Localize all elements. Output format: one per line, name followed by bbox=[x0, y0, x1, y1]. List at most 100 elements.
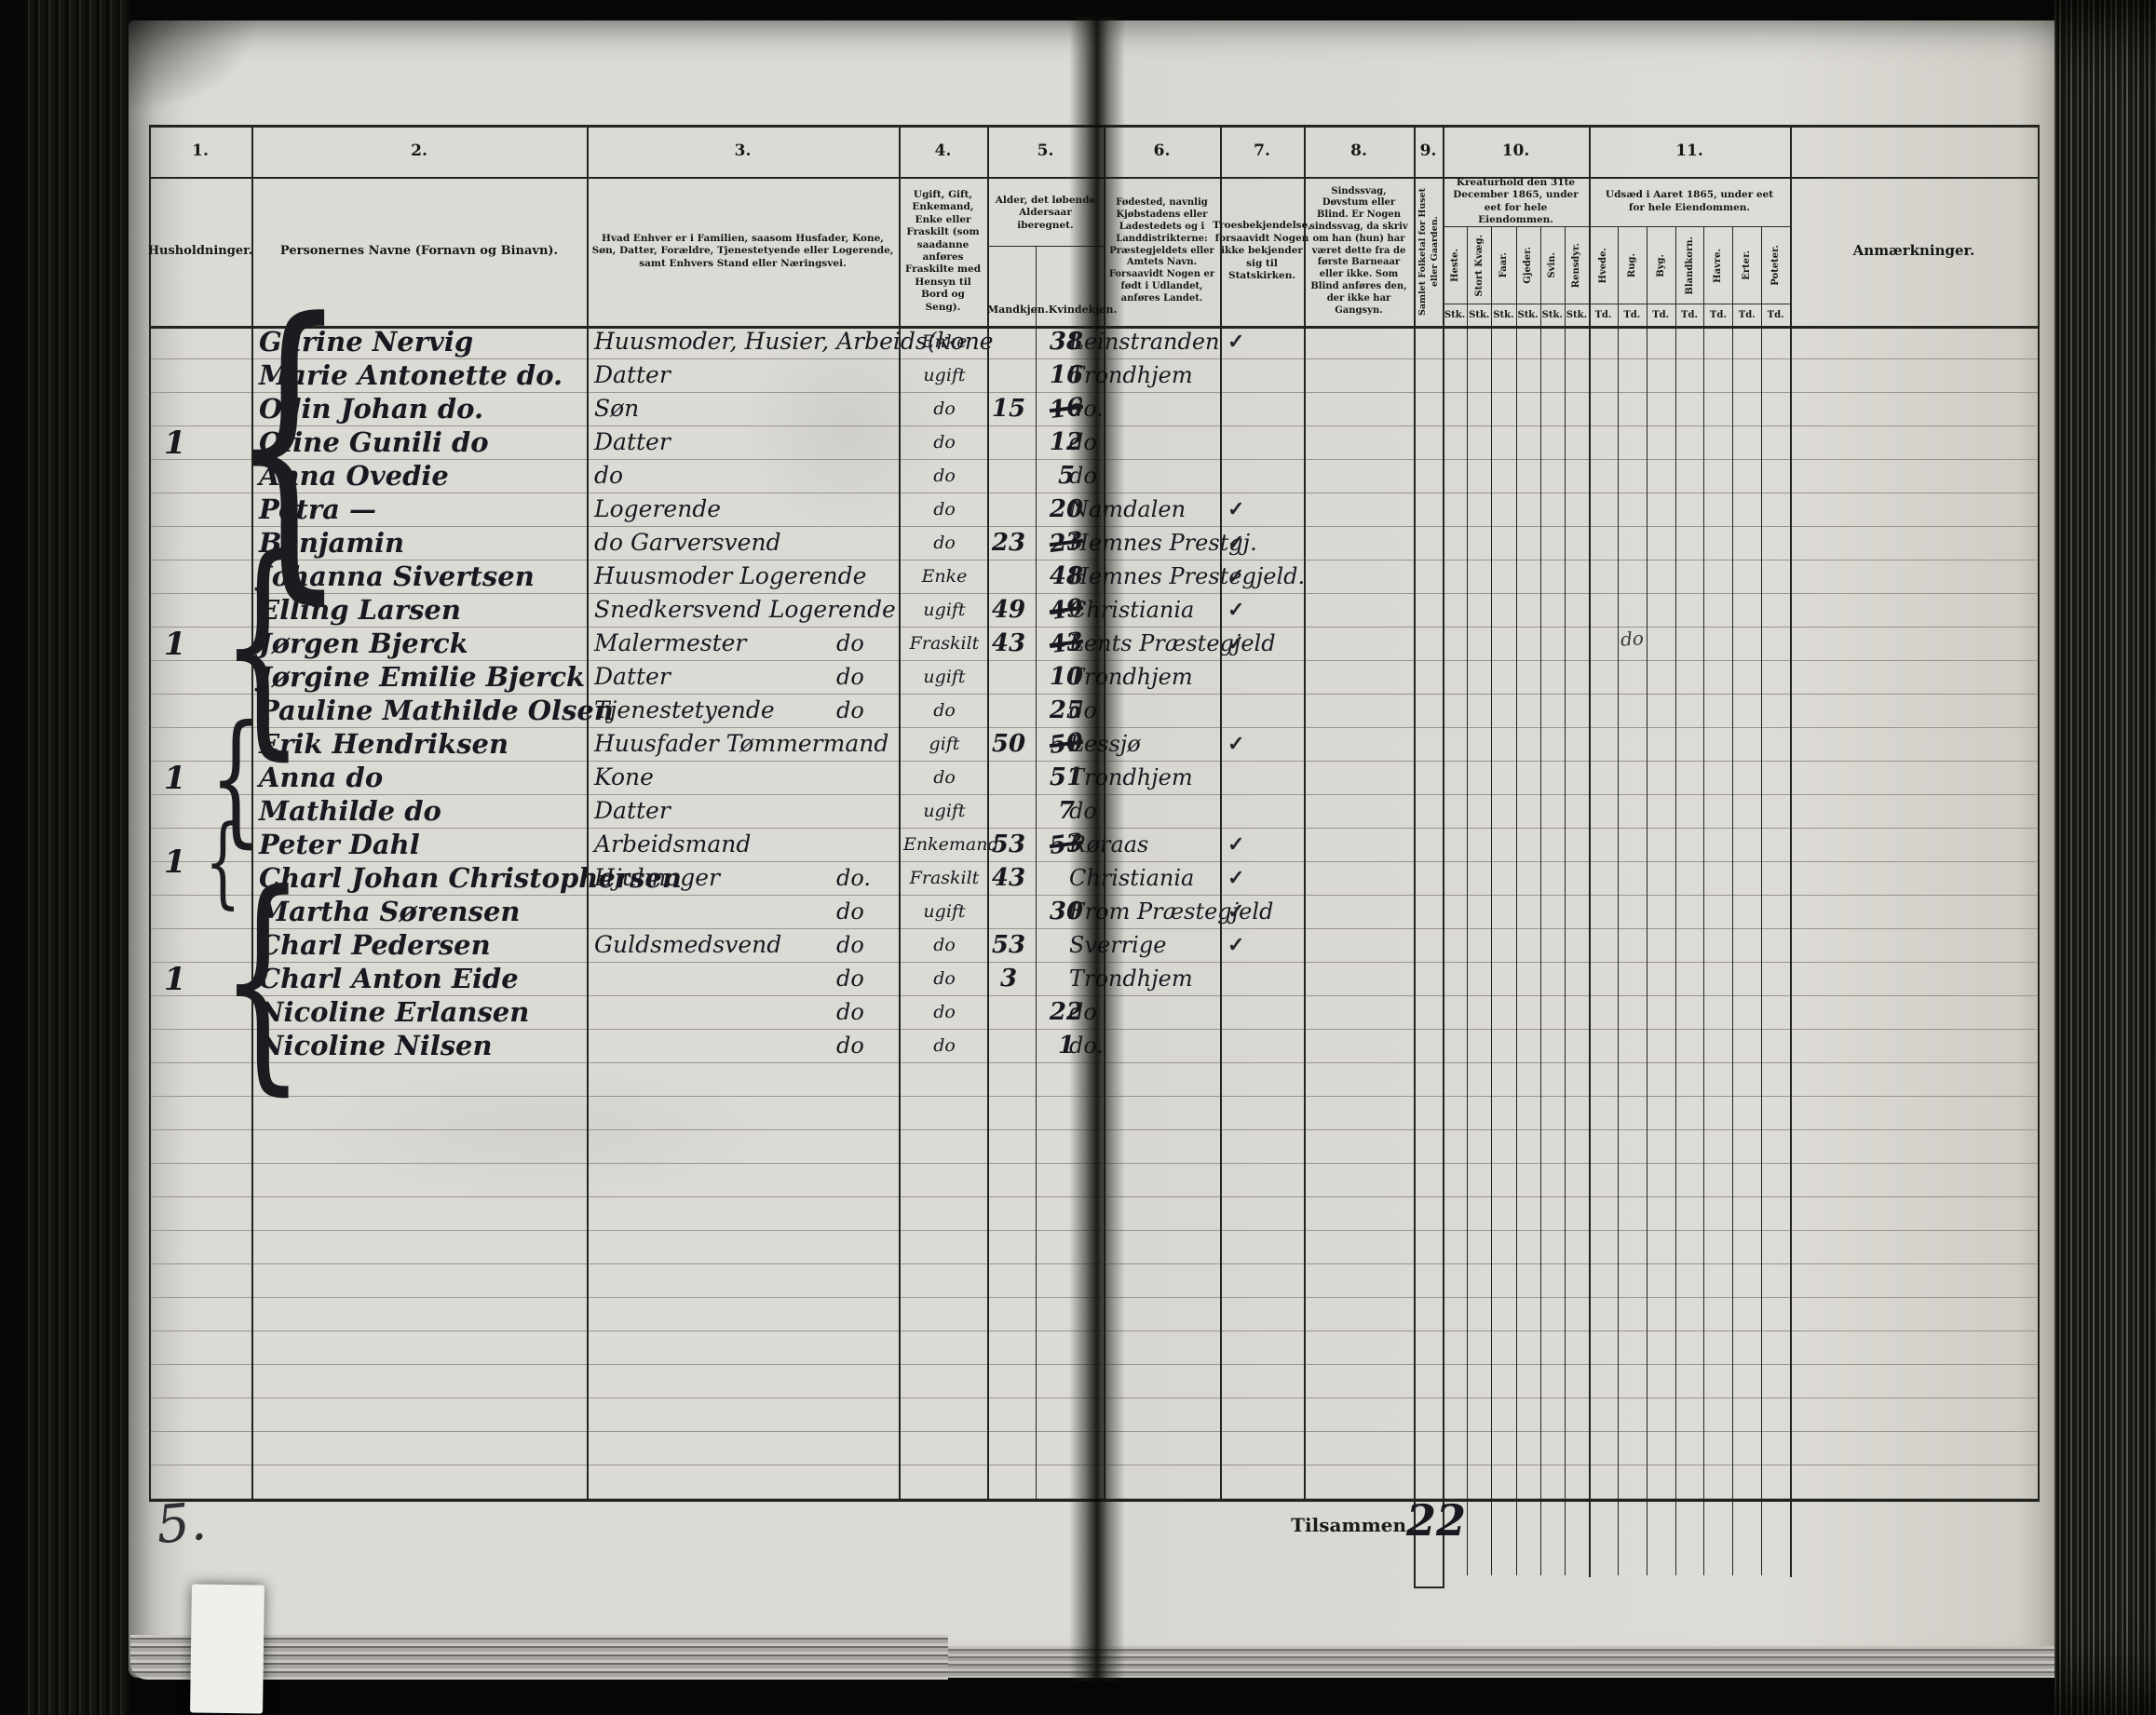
sub-label: Hvede. bbox=[1597, 247, 1608, 284]
person-role: Kone bbox=[594, 763, 654, 790]
person-role: Datter bbox=[594, 428, 671, 455]
birthplace: Leinstranden bbox=[1069, 329, 1220, 355]
household-group: 1 bbox=[162, 728, 248, 829]
unit-label: Td. bbox=[1761, 304, 1791, 326]
grid-line bbox=[1618, 227, 1619, 1575]
birthplace: do bbox=[1069, 429, 1097, 455]
grid-line bbox=[1540, 227, 1541, 1575]
table-row: Oline Gunili do Datter do 12 do bbox=[149, 426, 2040, 460]
col-header-crops: Udsæd i Aaret 1865, under eet for hele E… bbox=[1589, 177, 1791, 326]
age-male: 49 bbox=[991, 596, 1026, 624]
person-role: Tjenestetyende bbox=[594, 696, 775, 723]
sub-label: Svin. bbox=[1547, 252, 1558, 278]
person-role: Snedkersvend Logerende bbox=[594, 596, 896, 623]
person-role-ditto: do bbox=[836, 697, 864, 723]
grid-line bbox=[587, 125, 589, 1502]
checkmark: ✓ bbox=[1227, 899, 1245, 924]
col-number-remarks bbox=[1790, 125, 2038, 177]
unit-label: Td. bbox=[1703, 303, 1733, 326]
person-role-ditto: do bbox=[836, 966, 864, 992]
sub-label: Stort Kvæg. bbox=[1473, 234, 1485, 297]
table-row: Benjamin do Garversvend do 23 23 Hemnes … bbox=[149, 527, 2040, 560]
unit-label: Stk. bbox=[1467, 303, 1492, 326]
livestock-sub-sheep: Faar. Stk. bbox=[1491, 227, 1516, 326]
person-role-ditto: do bbox=[836, 630, 864, 656]
civil-status: do bbox=[933, 767, 956, 788]
household-group: 1 bbox=[162, 896, 248, 1063]
person-role-ditto: do bbox=[836, 898, 864, 925]
grid-line bbox=[1467, 227, 1468, 1575]
sub-label: Erter. bbox=[1742, 250, 1753, 280]
livestock-sub-reindeer: Rensdyr. Stk. bbox=[1564, 227, 1590, 326]
table-row: Gurine Nervig Huusmoder, Husier, Arbeids… bbox=[149, 326, 2040, 359]
total-value: 22 bbox=[1406, 1495, 1467, 1546]
col-header-age: Alder, det løbende Aldersaar iberegnet. … bbox=[987, 177, 1117, 326]
sub-label: Rug. bbox=[1626, 252, 1637, 278]
col-header-names: Personernes Navne (Fornavn og Binavn). bbox=[279, 243, 559, 258]
birthplace: Røraas bbox=[1069, 831, 1149, 858]
table-row: Jørgine Emilie Bjerck Datter do ugift 10… bbox=[149, 661, 2040, 695]
age-male: 50 bbox=[991, 730, 1026, 758]
grid-line bbox=[1732, 227, 1733, 1575]
col-number-9: 9. bbox=[1419, 142, 1437, 160]
age-sub-male: Mandkjøn. bbox=[987, 303, 1049, 316]
census-form-table: 1. 2. 3. 4. 5. 6. 7. 8. 9. 10. 11. Husho… bbox=[148, 125, 2040, 1614]
household-group: 1 bbox=[162, 560, 248, 728]
col-number-6: 6. bbox=[1153, 142, 1171, 160]
col-number-11: 11. bbox=[1675, 142, 1703, 160]
col-header-religion: Troesbekjendelse, forsaavidt Nogen ikke … bbox=[1213, 220, 1311, 282]
page-stack-edge bbox=[948, 1646, 2054, 1678]
civil-status: ugift bbox=[923, 901, 966, 922]
checkmark: ✓ bbox=[1227, 933, 1245, 957]
checkmark: ✓ bbox=[1227, 330, 1245, 354]
table-row: Mathilde do Datter ugift 7 do bbox=[149, 795, 2040, 829]
civil-status: Fraskilt bbox=[909, 633, 980, 654]
grid-line bbox=[1675, 227, 1676, 1575]
grid-line bbox=[987, 246, 1104, 247]
total-count-label: Samlet Folketal for Huset eller Gaarden. bbox=[1417, 187, 1440, 316]
household-number: 1 bbox=[164, 425, 186, 462]
birthplace: do bbox=[1069, 798, 1097, 824]
col-number-4: 4. bbox=[934, 142, 952, 160]
grid-line bbox=[1414, 125, 1416, 1588]
livestock-sub-pigs: Svin. Stk. bbox=[1539, 227, 1565, 326]
table-row: Peter Dahl Arbeidsmand Enkemand 53 53 Rø… bbox=[149, 829, 2040, 862]
age-male: 43 bbox=[991, 629, 1026, 657]
grid-line bbox=[899, 125, 901, 1502]
livestock-sub-cattle: Stort Kvæg. Stk. bbox=[1467, 227, 1492, 326]
right-book-edge bbox=[2054, 0, 2156, 1715]
civil-status: do bbox=[933, 499, 956, 520]
civil-status: do bbox=[933, 1002, 956, 1022]
sub-label: Faar. bbox=[1498, 252, 1509, 278]
person-role: Hjulmager bbox=[594, 864, 721, 891]
grid-line bbox=[149, 1499, 2040, 1502]
crops-sub-peas: Erter. Td. bbox=[1732, 227, 1762, 326]
birthplace: do. bbox=[1069, 396, 1105, 422]
civil-status: Enke bbox=[921, 331, 968, 352]
household-number: 1 bbox=[164, 844, 186, 881]
grid-line bbox=[1443, 125, 1444, 1588]
household-brace-icon bbox=[220, 844, 305, 1115]
civil-status: do bbox=[933, 466, 956, 486]
total-label: Tilsammen bbox=[1291, 1514, 1406, 1536]
person-role: Huusfader Tømmermand bbox=[594, 730, 889, 757]
person-role: do Garversvend bbox=[594, 529, 781, 556]
sub-label: Heste. bbox=[1449, 249, 1460, 282]
table-row: Petra — Logerende do 20 Namdalen ✓ bbox=[149, 493, 2040, 527]
person-name: Mathilde do bbox=[259, 795, 441, 827]
col-header-livestock: Kreaturhold den 31te December 1865, unde… bbox=[1443, 177, 1590, 326]
person-role: Huusmoder, Husier, Arbeids(kone bbox=[594, 328, 994, 355]
stray-ink-mark: do bbox=[1620, 627, 1645, 651]
grid-line bbox=[1414, 1587, 1444, 1588]
birthplace: Trondhjem bbox=[1069, 966, 1193, 992]
birthplace: do bbox=[1069, 999, 1097, 1025]
page-folio-number: 5. bbox=[154, 1491, 210, 1557]
unit-label: Stk. bbox=[1539, 304, 1565, 326]
col-header-disability: Sindssvag, Døvstum eller Blind. Er Nogen… bbox=[1309, 185, 1408, 316]
person-role-ditto: do bbox=[836, 999, 864, 1025]
checkmark: ✓ bbox=[1227, 497, 1245, 521]
col-number-3: 3. bbox=[734, 142, 752, 160]
age-male: 43 bbox=[991, 864, 1026, 892]
table-row: Johanna Sivertsen Huusmoder Logerende En… bbox=[149, 560, 2040, 594]
table-row: Anna Ovedie do do 5 do bbox=[149, 460, 2040, 493]
